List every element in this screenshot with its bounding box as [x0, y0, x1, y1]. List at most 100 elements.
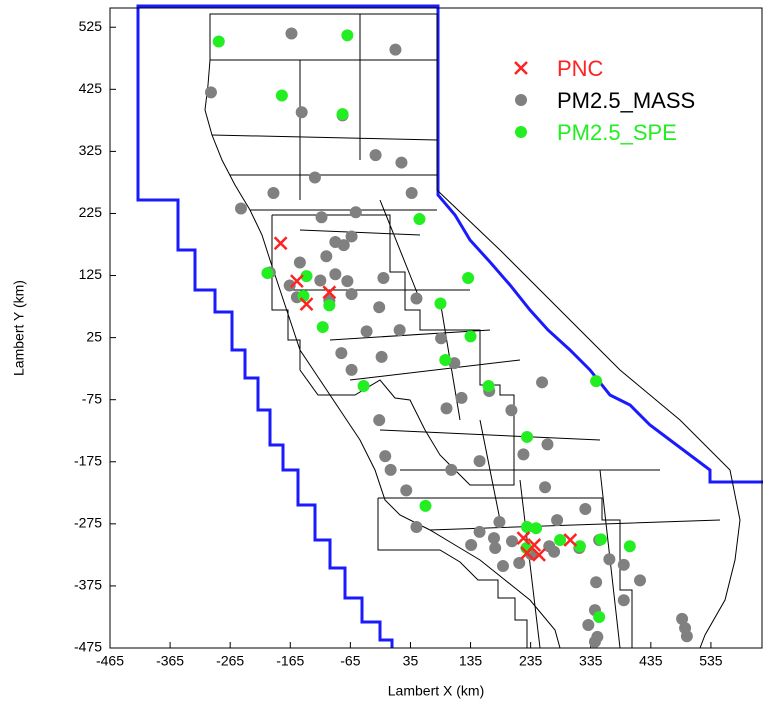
data-point: [539, 481, 552, 494]
data-point: [393, 324, 406, 337]
data-point: [267, 186, 280, 199]
data-point: [440, 402, 453, 415]
data-point: [455, 391, 468, 404]
data-point: [465, 538, 478, 551]
y-tick-label: -475: [74, 639, 102, 655]
legend-label: PM2.5_MASS: [557, 88, 695, 113]
data-point: [320, 250, 333, 263]
data-point: [384, 463, 397, 476]
data-point: [375, 350, 388, 363]
data-point: [506, 535, 519, 548]
data-point: [497, 560, 510, 573]
data-point: [369, 149, 382, 162]
data-point: [308, 171, 321, 184]
data-point: [299, 297, 314, 311]
data-point: [516, 531, 531, 546]
data-point: [345, 288, 358, 301]
data-point: [536, 376, 549, 389]
data-point: [283, 279, 296, 292]
domain-boundary: [136, 4, 763, 648]
data-point: [489, 542, 502, 555]
data-point: [341, 275, 354, 288]
y-tick-label: -275: [74, 515, 102, 531]
data-point: [482, 380, 495, 393]
data-point: [573, 540, 586, 553]
data-point: [594, 533, 607, 546]
data-point: [389, 43, 402, 56]
x-tick-label: 135: [459, 653, 483, 669]
data-point: [341, 29, 354, 42]
legend-marker: [514, 61, 528, 75]
x-tick-label: 335: [579, 653, 603, 669]
data-point: [413, 213, 426, 226]
data-point: [410, 292, 423, 305]
y-tick-label: -75: [82, 390, 102, 406]
data-point: [551, 514, 564, 527]
data-point: [543, 540, 556, 553]
data-point: [315, 211, 328, 224]
data-point: [590, 375, 603, 388]
y-tick-label: 225: [79, 204, 103, 220]
x-tick-label: 535: [699, 653, 723, 669]
data-point: [290, 274, 304, 289]
data-point: [493, 515, 506, 528]
data-point: [419, 499, 432, 512]
data-point: [373, 301, 386, 314]
data-point: [634, 574, 647, 587]
legend-marker: [515, 126, 527, 138]
data-point: [300, 270, 313, 283]
data-point: [360, 325, 373, 338]
data-point: [373, 414, 386, 427]
data-point: [445, 463, 458, 476]
data-point: [323, 299, 336, 312]
data-point: [314, 274, 327, 287]
data-point: [357, 380, 370, 393]
y-tick-label: -375: [74, 577, 102, 593]
data-point: [400, 484, 413, 497]
data-point: [204, 86, 217, 99]
data-point: [532, 548, 546, 562]
data-point: [487, 532, 500, 545]
data-point: [316, 321, 329, 334]
x-tick-label: 435: [639, 653, 663, 669]
x-tick-label: -465: [96, 653, 124, 669]
data-point: [593, 610, 606, 623]
data-point: [563, 533, 578, 547]
data-point: [527, 538, 542, 552]
data-point: [377, 272, 390, 285]
data-point: [336, 108, 349, 121]
data-point: [603, 553, 616, 566]
data-point: [235, 202, 248, 215]
data-point: [439, 353, 452, 366]
data-point: [295, 106, 308, 119]
y-tick-label: -175: [74, 452, 102, 468]
x-tick-label: -365: [156, 653, 184, 669]
data-point: [435, 332, 448, 345]
data-point: [617, 558, 630, 571]
data-point: [541, 438, 554, 451]
data-point: [337, 239, 350, 252]
data-point: [623, 540, 636, 553]
x-tick-label: -165: [276, 653, 304, 669]
x-tick-label: 235: [519, 653, 543, 669]
plot-frame: [109, 7, 763, 649]
data-point: [273, 236, 288, 251]
data-point: [676, 612, 689, 625]
data-point: [329, 268, 342, 281]
data-point: [395, 156, 408, 169]
data-point: [517, 448, 530, 461]
data-point: [513, 556, 526, 569]
x-tick-label: 35: [403, 653, 419, 669]
legend-marker: [515, 94, 527, 106]
x-tick-label: -265: [216, 653, 244, 669]
x-axis-label: Lambert X (km): [388, 683, 484, 699]
y-tick-label: 25: [86, 328, 102, 344]
data-point: [322, 285, 337, 300]
data-point: [285, 27, 298, 40]
data-point: [588, 635, 601, 648]
data-point: [590, 576, 603, 589]
data-point: [275, 89, 288, 102]
data-point: [464, 330, 477, 343]
data-point: [617, 594, 630, 607]
